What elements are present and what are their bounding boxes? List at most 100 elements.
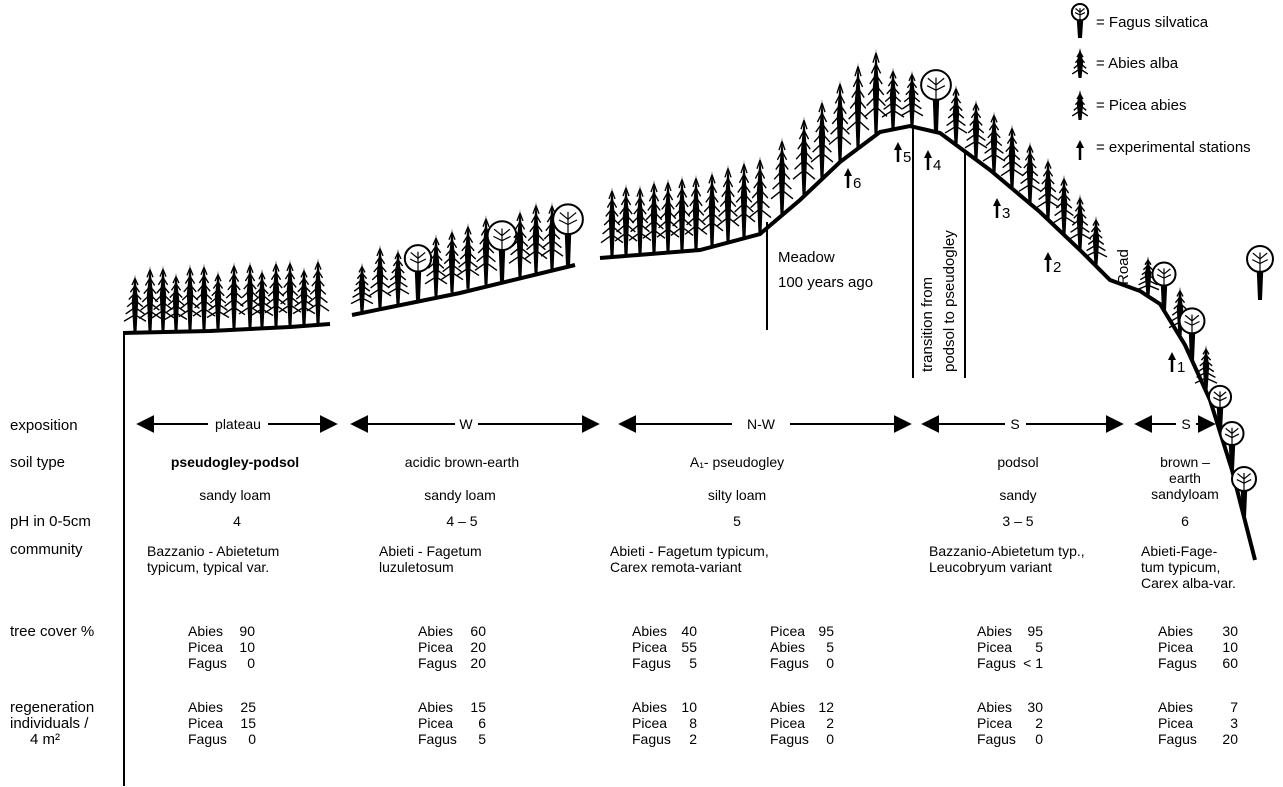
tree-conifer-53: [1052, 174, 1076, 235]
regen-plateau-species-1: Picea: [188, 715, 223, 731]
community-s2-3: Carex alba-var.: [1141, 575, 1236, 591]
row-label-community: community: [10, 541, 83, 558]
regen-s2-species-2: Fagus: [1158, 731, 1197, 747]
tree-conifer-13: [306, 258, 330, 325]
community-w-1: Abieti - Fagetum: [379, 543, 482, 559]
regen-w-species-0: Abies: [418, 699, 453, 715]
legend-fagus-label: = Fagus silvatica: [1096, 14, 1209, 31]
cover-s-species-0: Abies: [977, 623, 1012, 639]
tree-conifer-56: [1136, 256, 1160, 297]
cover-s-value-0: 95: [1027, 623, 1043, 639]
cover-nw-a-value-1: 55: [681, 639, 697, 655]
regen-nw-b-species-0: Abies: [770, 699, 805, 715]
cover-s-species-2: Fagus: [977, 655, 1016, 671]
station-5-icon: 5: [894, 142, 911, 166]
row-labels: exposition soil type pH in 0-5cm communi…: [10, 417, 94, 748]
regen-plateau-value-1: 15: [240, 715, 256, 731]
cover-s-value-2: < 1: [1023, 655, 1043, 671]
row-label-area: 4 m²: [30, 731, 60, 748]
tree-conifer-29: [628, 184, 652, 255]
regen-w-value-2: 5: [478, 731, 486, 747]
regen-s2-species-1: Picea: [1158, 715, 1193, 731]
tree-conifer-4: [178, 263, 202, 330]
tree-conifer-11: [278, 259, 302, 326]
tree-conifer-3: [164, 272, 188, 331]
tree-conifer-50: [1000, 124, 1024, 189]
cover-s2-value-0: 30: [1222, 623, 1238, 639]
regen-nw-a-species-0: Abies: [632, 699, 667, 715]
community-s2-1: Abieti-Fage-: [1141, 543, 1218, 559]
regen-s-value-0: 30: [1027, 699, 1043, 715]
cover-w-value-0: 60: [470, 623, 486, 639]
station-2-icon: 2: [1044, 252, 1061, 276]
regen-nw-b-species-1: Picea: [770, 715, 805, 731]
tree-conifer-7: [222, 262, 246, 329]
tree-beech-59: [1178, 307, 1206, 361]
regen-w-value-1: 6: [478, 715, 486, 731]
station-3-icon-number: 3: [1002, 205, 1010, 222]
row-label-exposition: exposition: [10, 417, 78, 434]
soil-type-s: podsol: [997, 454, 1038, 470]
exposition-s2: S: [1181, 416, 1190, 432]
tree-conifer-6: [206, 270, 230, 329]
tree-conifer-27: [600, 187, 624, 258]
regen-s-species-1: Picea: [977, 715, 1012, 731]
tree-conifer-52: [1036, 157, 1060, 220]
cover-nw-a-value-2: 5: [689, 655, 697, 671]
community-row: Bazzanio - Abietetum typicum, typical va…: [147, 543, 1236, 591]
community-w-2: luzuletosum: [379, 559, 454, 575]
tree-conifer-37: [748, 156, 772, 234]
cover-w-species-1: Picea: [418, 639, 453, 655]
tree-conifer-40: [810, 99, 834, 180]
legend: = Fagus silvatica = Abies alba = Picea a…: [1070, 3, 1251, 160]
tree-beech-62: [1219, 421, 1245, 470]
row-label-regeneration: regeneration: [10, 699, 94, 716]
tree-beech-64: [1246, 244, 1274, 300]
regen-s2-species-0: Abies: [1158, 699, 1193, 715]
exposition-nw: N-W: [747, 416, 776, 432]
legend-station-icon: [1076, 140, 1084, 160]
cover-w-species-0: Abies: [418, 623, 453, 639]
cover-w-value-2: 20: [470, 655, 486, 671]
ph-nw: 5: [733, 513, 741, 529]
tree-conifer-60: [1194, 345, 1218, 392]
terrain-segment-plateau: [122, 322, 331, 335]
community-s-1: Bazzanio-Abietetum typ.,: [929, 543, 1085, 559]
cover-plateau-species-1: Picea: [188, 639, 223, 655]
cover-plateau-species-0: Abies: [188, 623, 223, 639]
tree-beech-26: [552, 203, 584, 267]
tree-conifer-51: [1018, 141, 1042, 204]
texture-plateau: sandy loam: [199, 487, 271, 503]
exposition-plateau: plateau: [215, 416, 261, 432]
regen-nw-a-species-1: Picea: [632, 715, 667, 731]
tree-beech-57: [1151, 261, 1177, 311]
station-6-icon: 6: [844, 168, 861, 192]
legend-picea-label: = Picea abies: [1096, 97, 1186, 114]
texture-s: sandy: [999, 487, 1036, 503]
station-1-icon: 1: [1168, 352, 1185, 376]
experimental-stations: 1 2 3 4 5 6: [844, 142, 1185, 376]
soil-type-plateau: pseudogley-podsol: [171, 454, 299, 470]
soil-type-s2-line1: brown –: [1160, 454, 1210, 470]
legend-station-arrow: [1076, 140, 1084, 160]
soil-type-s2-line3: sandyloam: [1151, 486, 1219, 502]
cover-s-species-1: Picea: [977, 639, 1012, 655]
tree-conifer-14: [350, 262, 374, 313]
regen-plateau-species-0: Abies: [188, 699, 223, 715]
community-s-2: Leucobryum variant: [929, 559, 1052, 575]
regen-nw-a-value-2: 2: [689, 731, 697, 747]
regen-plateau-species-2: Fagus: [188, 731, 227, 747]
transition-label-2: podsol to pseudogley: [941, 230, 958, 372]
station-1-icon-number: 1: [1177, 359, 1185, 376]
cover-nw-b-value-0: 95: [818, 623, 834, 639]
cover-nw-b-species-2: Fagus: [770, 655, 809, 671]
ph-plateau: 4: [233, 513, 241, 529]
tree-beech-63: [1231, 465, 1257, 517]
station-4-icon-number: 4: [933, 157, 941, 174]
tree-conifer-48: [964, 99, 988, 160]
tree-conifer-9: [250, 268, 274, 327]
tree-conifer-34: [700, 170, 724, 247]
tree-conifer-18: [424, 234, 448, 297]
legend-abies-icon: [1071, 48, 1089, 78]
